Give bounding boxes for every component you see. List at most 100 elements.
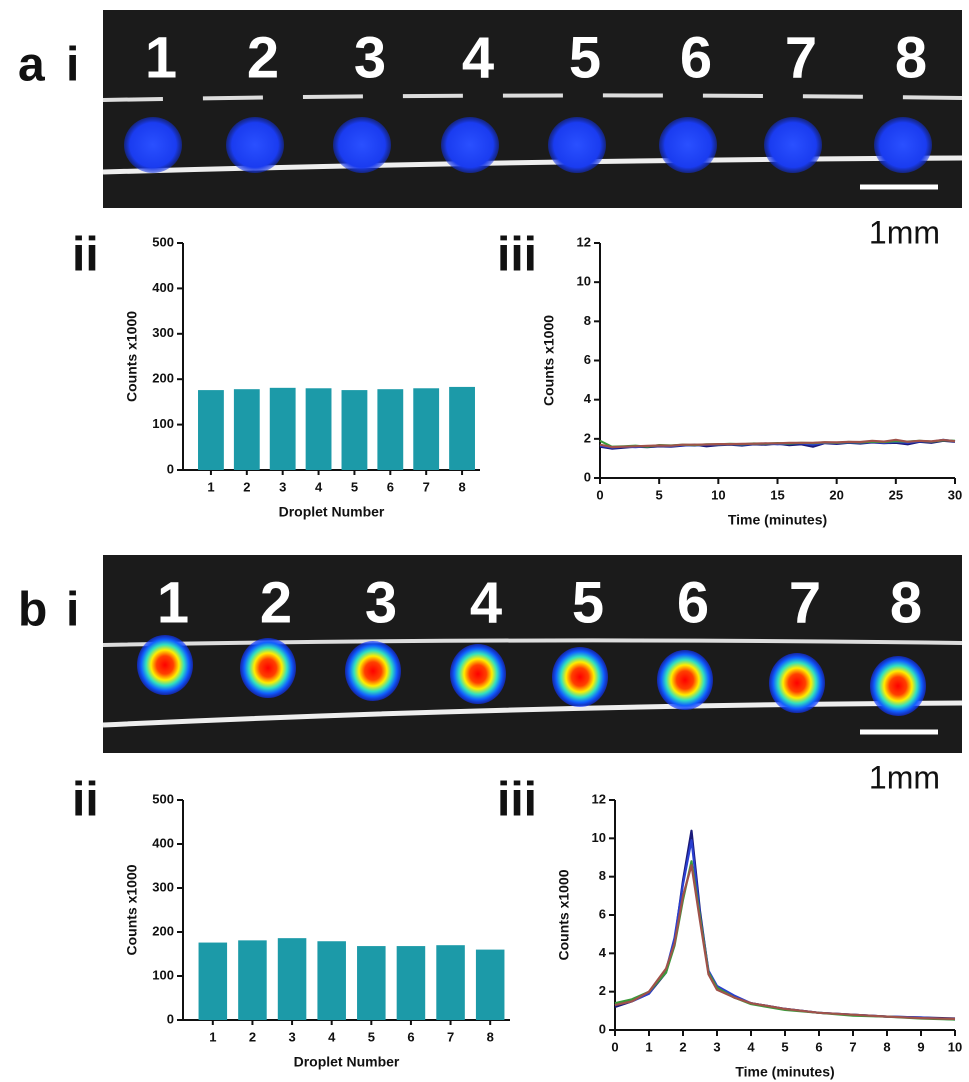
x-tick-label: 0 (596, 487, 603, 502)
bar (357, 946, 386, 1020)
droplet (137, 635, 193, 695)
y-tick-label: 100 (152, 967, 174, 982)
droplet-number: 2 (260, 570, 292, 635)
y-tick-label: 0 (599, 1021, 606, 1036)
bar (475, 949, 505, 1020)
x-tick-label: 4 (328, 1029, 336, 1044)
x-tick-label: 2 (243, 479, 250, 494)
x-tick-label: 5 (781, 1039, 788, 1054)
y-tick-label: 10 (577, 274, 591, 289)
y-tick-label: 300 (152, 879, 174, 894)
droplet-number: 8 (895, 25, 927, 90)
micrograph (103, 10, 962, 208)
x-tick-label: 8 (883, 1039, 890, 1054)
x-tick-label: 7 (423, 479, 430, 494)
droplet (345, 641, 401, 701)
bar (341, 390, 368, 470)
x-tick-label: 2 (249, 1029, 256, 1044)
bar (277, 938, 307, 1020)
x-tick-label: 5 (368, 1029, 375, 1044)
bar (198, 942, 228, 1020)
y-tick-label: 400 (152, 835, 174, 850)
droplet-number: 5 (572, 570, 604, 635)
droplet (874, 117, 932, 173)
scale-label: 1mm (869, 759, 940, 795)
y-tick-label: 10 (592, 830, 606, 845)
droplet (764, 117, 822, 173)
x-tick-label: 1 (645, 1039, 652, 1054)
y-tick-label: 300 (152, 325, 174, 340)
droplet (441, 117, 499, 173)
x-tick-label: 8 (487, 1029, 494, 1044)
bar (269, 387, 296, 470)
panel-label: a (18, 39, 45, 92)
x-tick-label: 6 (387, 479, 394, 494)
droplet (769, 653, 825, 713)
x-tick-label: 2 (679, 1039, 686, 1054)
x-axis-title: Time (minutes) (728, 512, 827, 528)
bar (305, 388, 332, 470)
droplet (240, 638, 296, 698)
tube-wall (102, 93, 963, 102)
x-tick-label: 1 (207, 479, 214, 494)
y-tick-label: 0 (167, 1011, 174, 1026)
series-line (614, 829, 956, 1020)
tube-wall (102, 638, 963, 647)
bar (449, 386, 475, 470)
y-tick-label: 12 (577, 234, 591, 249)
x-tick-label: 10 (711, 487, 725, 502)
bar (377, 389, 404, 470)
y-axis-title: Counts x1000 (124, 864, 140, 955)
y-tick-label: 2 (599, 983, 606, 998)
sub-label: ii (72, 229, 99, 282)
y-tick-label: 4 (584, 391, 592, 406)
scale-label: 1mm (869, 214, 940, 250)
x-axis-title: Droplet Number (279, 504, 385, 520)
tube-wall (102, 700, 963, 728)
sub-label: iii (497, 774, 537, 827)
droplet-number: 2 (247, 25, 279, 90)
x-tick-label: 5 (656, 487, 663, 502)
y-axis-title: Counts x1000 (541, 315, 557, 406)
droplet-number: 4 (462, 25, 494, 90)
x-tick-label: 7 (447, 1029, 454, 1044)
x-tick-label: 3 (279, 479, 286, 494)
x-tick-label: 4 (315, 479, 323, 494)
x-tick-label: 4 (747, 1039, 755, 1054)
droplet-number: 6 (680, 25, 712, 90)
y-tick-label: 12 (592, 791, 606, 806)
x-tick-label: 15 (770, 487, 784, 502)
x-tick-label: 6 (815, 1039, 822, 1054)
droplet (333, 117, 391, 173)
bar (238, 940, 267, 1020)
droplet-number: 4 (470, 570, 502, 635)
droplet-number: 6 (677, 570, 709, 635)
droplet (659, 117, 717, 173)
droplet (124, 117, 182, 173)
y-tick-label: 2 (584, 430, 591, 445)
x-tick-label: 10 (948, 1039, 962, 1054)
droplet (548, 117, 606, 173)
y-tick-label: 6 (599, 906, 606, 921)
bar (396, 946, 426, 1020)
droplet (657, 650, 713, 710)
series-line (614, 839, 956, 1021)
droplet-number: 8 (890, 570, 922, 635)
droplet-number: 3 (354, 25, 386, 90)
bar (317, 941, 346, 1020)
panel-label: b (18, 584, 47, 637)
y-tick-label: 500 (152, 234, 174, 249)
droplet-number: 1 (157, 570, 189, 635)
sub-label: iii (497, 229, 537, 282)
y-tick-label: 0 (167, 461, 174, 476)
y-axis-title: Counts x1000 (556, 869, 572, 960)
tube-wall (102, 155, 963, 175)
x-tick-label: 3 (713, 1039, 720, 1054)
x-tick-label: 7 (849, 1039, 856, 1054)
sub-label: i (66, 39, 79, 92)
y-axis-title: Counts x1000 (124, 311, 140, 402)
droplet (450, 644, 506, 704)
micrograph (103, 555, 962, 753)
x-axis-title: Droplet Number (294, 1054, 400, 1070)
